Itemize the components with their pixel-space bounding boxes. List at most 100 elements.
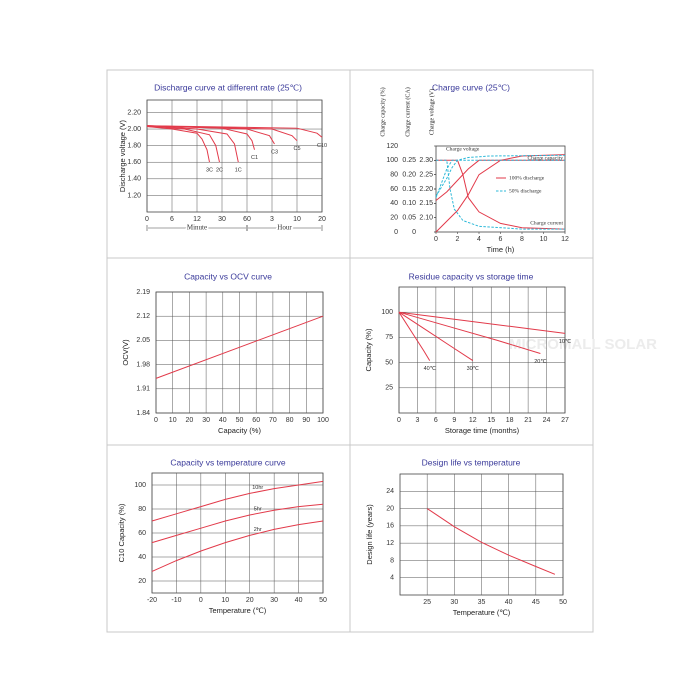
chart-title: Capacity vs temperature curve xyxy=(170,457,286,467)
group-label: Hour xyxy=(277,224,292,232)
y2-tick-label: 0.05 xyxy=(402,215,416,222)
y-tick-label: 60 xyxy=(138,530,146,537)
x-tick-label: 10 xyxy=(221,597,229,604)
x-tick-label: 3 xyxy=(415,417,419,424)
chart-title: Capacity vs OCV curve xyxy=(184,271,272,281)
y-tick-label: 40 xyxy=(390,200,398,207)
series-label: 1C xyxy=(235,168,242,174)
x-tick-label: 50 xyxy=(236,417,244,424)
panel-frame xyxy=(106,69,594,633)
x-tick-label: 0 xyxy=(145,216,149,223)
series-line xyxy=(436,159,565,230)
series-label: 30℃ xyxy=(467,366,480,372)
y3-tick-label: 2.15 xyxy=(419,200,433,207)
x-tick-label: 60 xyxy=(252,417,260,424)
y-tick-label: 1.40 xyxy=(127,176,141,183)
y3-tick-label: 2.30 xyxy=(419,157,433,164)
chart-title: Residue capacity vs storage time xyxy=(409,271,534,281)
x-tick-label: 10 xyxy=(293,216,301,223)
y-tick-label: 1.84 xyxy=(136,410,150,417)
y-tick-label: 24 xyxy=(386,488,394,495)
y-tick-label: 2.20 xyxy=(127,109,141,116)
y-tick-label: 25 xyxy=(385,385,393,392)
series-line xyxy=(146,125,323,138)
x-axis-title: Temperature (℃) xyxy=(453,608,511,617)
x-tick-label: 20 xyxy=(246,597,254,604)
y-tick-label: 2.05 xyxy=(136,337,150,344)
x-tick-label: 35 xyxy=(478,599,486,606)
series-line xyxy=(435,154,566,197)
chart-title: Charge curve (25℃) xyxy=(432,82,510,92)
series-line xyxy=(146,125,298,142)
y-tick-label: 20 xyxy=(386,505,394,512)
series-line xyxy=(398,311,541,354)
series-line xyxy=(151,520,324,572)
y-axis-title: C10 Capacity (%) xyxy=(117,503,126,562)
series-label: C1 xyxy=(251,155,258,161)
series-label: 20℃ xyxy=(534,359,547,365)
series-line xyxy=(398,311,566,334)
y-tick-label: 16 xyxy=(386,523,394,530)
x-axis-title: Time (h) xyxy=(487,245,515,254)
x-tick-label: 10 xyxy=(540,236,548,243)
y-tick-label: 80 xyxy=(138,506,146,513)
y-tick-label: 100 xyxy=(134,482,146,489)
series-line xyxy=(146,126,220,163)
x-tick-label: 10 xyxy=(169,417,177,424)
y-axis-title: Discharge voltage (V) xyxy=(118,119,127,192)
y-tick-label: 1.20 xyxy=(127,192,141,199)
y3-tick-label: 2.25 xyxy=(419,172,433,179)
x-tick-label: 30 xyxy=(218,216,226,223)
x-tick-label: 8 xyxy=(520,236,524,243)
y-tick-label: 1.80 xyxy=(127,142,141,149)
x-tick-label: 20 xyxy=(318,216,326,223)
series-line xyxy=(435,159,565,198)
series-line xyxy=(398,311,474,362)
series-line xyxy=(151,503,324,544)
x-tick-label: 0 xyxy=(199,597,203,604)
x-tick-label: 50 xyxy=(559,599,567,606)
x-tick-label: 6 xyxy=(434,417,438,424)
y-tick-label: 8 xyxy=(390,557,394,564)
x-tick-label: 90 xyxy=(302,417,310,424)
x-tick-label: 12 xyxy=(193,216,201,223)
series-line xyxy=(398,311,431,361)
series-line xyxy=(146,126,210,163)
chart-title: Discharge curve at different rate (25℃) xyxy=(154,82,302,92)
group-label: Minute xyxy=(187,224,207,232)
x-tick-label: 21 xyxy=(524,417,532,424)
series-line xyxy=(155,315,324,379)
y-tick-label: 100 xyxy=(386,157,398,164)
x-tick-label: 45 xyxy=(532,599,540,606)
y-tick-label: 75 xyxy=(385,334,393,341)
y3-tick-label: 2.10 xyxy=(419,215,433,222)
y-tick-label: 40 xyxy=(138,554,146,561)
y-tick-label: 80 xyxy=(390,172,398,179)
x-tick-label: 20 xyxy=(186,417,194,424)
series-label: 2hr xyxy=(254,527,262,533)
x-tick-label: 2 xyxy=(456,236,460,243)
series-line xyxy=(146,125,239,163)
x-tick-label: 15 xyxy=(487,417,495,424)
x-tick-label: 18 xyxy=(506,417,514,424)
curve-label: Charge capacity xyxy=(528,155,564,161)
x-tick-label: 6 xyxy=(170,216,174,223)
x-tick-label: 9 xyxy=(452,417,456,424)
x-tick-label: 4 xyxy=(477,236,481,243)
x-tick-label: 12 xyxy=(469,417,477,424)
series-line xyxy=(151,480,324,522)
x-tick-label: 3 xyxy=(270,216,274,223)
y-tick-label: 2.00 xyxy=(127,126,141,133)
x-tick-label: 0 xyxy=(434,236,438,243)
x-axis-title: Storage time (months) xyxy=(445,426,520,435)
series-label: 3C xyxy=(206,168,213,174)
legend-label: 100% discharge xyxy=(509,175,545,181)
x-tick-label: 0 xyxy=(397,417,401,424)
x-tick-label: 60 xyxy=(243,216,251,223)
x-tick-label: 80 xyxy=(286,417,294,424)
y2-tick-label: 0.25 xyxy=(402,157,416,164)
series-label: 2C xyxy=(216,168,223,174)
y-tick-label: 20 xyxy=(138,578,146,585)
x-tick-label: -10 xyxy=(171,597,181,604)
